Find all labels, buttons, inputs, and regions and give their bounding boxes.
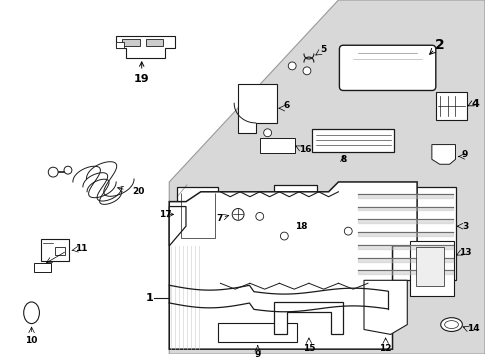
Text: 3: 3 bbox=[462, 222, 468, 231]
Bar bbox=[218, 323, 297, 342]
Circle shape bbox=[64, 166, 72, 174]
Polygon shape bbox=[177, 187, 218, 244]
Bar bbox=[409, 241, 452, 296]
Polygon shape bbox=[273, 185, 316, 242]
Text: 12: 12 bbox=[379, 344, 391, 353]
Polygon shape bbox=[431, 145, 454, 164]
Ellipse shape bbox=[440, 318, 462, 332]
Circle shape bbox=[303, 67, 310, 75]
Text: 4: 4 bbox=[470, 99, 478, 109]
Bar bbox=[311, 129, 394, 152]
Text: 1: 1 bbox=[145, 293, 153, 303]
Text: 18: 18 bbox=[294, 222, 306, 231]
Text: 9: 9 bbox=[254, 350, 261, 359]
Polygon shape bbox=[169, 182, 416, 349]
Polygon shape bbox=[169, 207, 185, 246]
Circle shape bbox=[263, 129, 271, 137]
Text: 17: 17 bbox=[159, 210, 172, 219]
Bar bbox=[34, 262, 51, 273]
Text: 14: 14 bbox=[467, 324, 479, 333]
Text: 10: 10 bbox=[25, 336, 38, 345]
Circle shape bbox=[48, 167, 58, 177]
Text: 2: 2 bbox=[434, 38, 444, 52]
Text: 8: 8 bbox=[340, 155, 346, 164]
Ellipse shape bbox=[444, 321, 457, 329]
Circle shape bbox=[288, 62, 296, 70]
Circle shape bbox=[232, 208, 244, 220]
FancyBboxPatch shape bbox=[339, 45, 435, 90]
Text: 15: 15 bbox=[302, 344, 315, 353]
Polygon shape bbox=[169, 0, 484, 354]
Bar bbox=[145, 39, 163, 46]
Circle shape bbox=[280, 232, 288, 240]
Bar bbox=[122, 39, 140, 46]
Bar bbox=[353, 187, 455, 280]
Polygon shape bbox=[363, 280, 407, 334]
Polygon shape bbox=[116, 36, 175, 58]
Bar bbox=[41, 239, 69, 261]
Polygon shape bbox=[238, 84, 277, 133]
Bar bbox=[435, 93, 467, 120]
Text: 11: 11 bbox=[75, 244, 87, 253]
Text: 16: 16 bbox=[299, 145, 311, 154]
Polygon shape bbox=[274, 302, 343, 334]
Text: 20: 20 bbox=[132, 187, 144, 196]
Bar bbox=[55, 247, 65, 255]
Bar bbox=[259, 138, 295, 153]
Circle shape bbox=[255, 212, 263, 220]
Text: 6: 6 bbox=[283, 101, 289, 110]
Text: 19: 19 bbox=[134, 62, 149, 84]
Ellipse shape bbox=[23, 302, 40, 324]
Text: 5: 5 bbox=[320, 45, 326, 54]
Circle shape bbox=[344, 227, 351, 235]
Bar bbox=[415, 247, 443, 286]
Text: 13: 13 bbox=[458, 248, 471, 257]
Text: 7: 7 bbox=[216, 214, 223, 223]
Bar bbox=[116, 42, 124, 48]
Text: 9: 9 bbox=[461, 150, 467, 159]
